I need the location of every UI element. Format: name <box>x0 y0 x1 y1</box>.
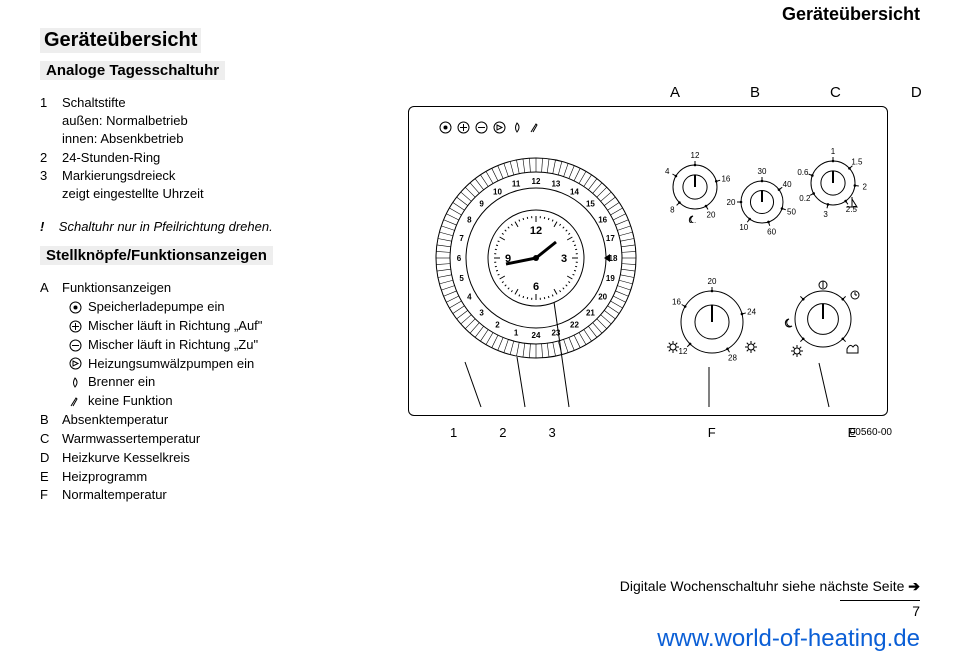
func-item-text: Heizungsumwälzpumpen ein <box>88 355 254 374</box>
diagram-top-labels: A B C D <box>670 84 922 101</box>
label-row: E Heizprogramm <box>40 468 370 487</box>
label-row: F Normaltemperatur <box>40 486 370 505</box>
func-item: Heizungsumwälzpumpen ein <box>68 355 370 374</box>
top-label: D <box>911 84 922 101</box>
minus-icon <box>68 338 82 352</box>
top-label: A <box>670 84 680 101</box>
left-column: 1 Schaltstifteaußen: Normalbetriebinnen: … <box>40 84 370 505</box>
param-text: außen: Normalbetrieb <box>62 112 188 130</box>
param-num: 1 <box>40 94 54 112</box>
label-row: B Absenktemperatur <box>40 411 370 430</box>
param-num <box>40 185 54 203</box>
label-letter: B <box>40 411 54 430</box>
param-row: zeigt eingestellte Uhrzeit <box>40 185 370 203</box>
footer-note: Digitale Wochenschaltuhr siehe nächste S… <box>620 578 920 595</box>
label-letter: E <box>40 468 54 487</box>
device-panel: 1213141516171819202122232412345678910111… <box>408 106 888 416</box>
label-text: Heizkurve Kesselkreis <box>62 449 190 468</box>
label-row: D Heizkurve Kesselkreis <box>40 449 370 468</box>
param-num: 2 <box>40 149 54 167</box>
func-item: Brenner ein <box>68 373 370 392</box>
param-text: Markierungsdreieck <box>62 167 175 185</box>
label-text: Warmwassertemperatur <box>62 430 200 449</box>
label-text: Normaltemperatur <box>62 486 167 505</box>
label-letter: C <box>40 430 54 449</box>
circ-icon <box>68 357 82 371</box>
func-item: Mischer läuft in Richtung „Zu" <box>68 336 370 355</box>
func-a-label: A <box>40 279 54 298</box>
arrow-icon: ➔ <box>908 578 920 594</box>
stell-header: Stellknöpfe/Funktionsanzeigen <box>40 246 273 265</box>
func-a-row: A Funktionsanzeigen <box>40 279 370 298</box>
func-item: Mischer läuft in Richtung „Auf" <box>68 317 370 336</box>
param-row: außen: Normalbetrieb <box>40 112 370 130</box>
func-item-text: Mischer läuft in Richtung „Zu" <box>88 336 258 355</box>
param-row: 1 Schaltstifte <box>40 94 370 112</box>
callout-label: F <box>708 425 716 440</box>
func-item: Speicherladepumpe ein <box>68 298 370 317</box>
plus-icon <box>68 319 82 333</box>
blank-icon <box>68 395 82 409</box>
diagram-area: A B C D 12131415161718192021222324123456789… <box>390 84 920 474</box>
callout-label: 2 <box>499 425 506 440</box>
content-row: 1 Schaltstifteaußen: Normalbetriebinnen: … <box>40 84 920 505</box>
label-letter: D <box>40 449 54 468</box>
param-list: 1 Schaltstifteaußen: Normalbetriebinnen: … <box>40 94 370 203</box>
param-text: 24-Stunden-Ring <box>62 149 160 167</box>
param-row: innen: Absenkbetrieb <box>40 130 370 148</box>
param-num <box>40 112 54 130</box>
func-item-text: Mischer läuft in Richtung „Auf" <box>88 317 262 336</box>
top-label: C <box>830 84 841 101</box>
functions-block: A Funktionsanzeigen Speicherladepumpe ei… <box>40 279 370 505</box>
warning-text: Schaltuhr nur in Pfeilrichtung drehen. <box>59 219 273 234</box>
page: Geräteübersicht Geräteübersicht Analoge … <box>0 0 960 659</box>
callout-label: 3 <box>548 425 555 440</box>
footer-url: www.world-of-heating.de <box>657 625 920 653</box>
page-number: 7 <box>840 600 920 619</box>
label-row: C Warmwassertemperatur <box>40 430 370 449</box>
header-right: Geräteübersicht <box>782 4 920 25</box>
pump-icon <box>68 300 82 314</box>
param-row: 2 24-Stunden-Ring <box>40 149 370 167</box>
param-num <box>40 130 54 148</box>
label-text: Absenktemperatur <box>62 411 168 430</box>
func-item-text: keine Funktion <box>88 392 173 411</box>
footer-note-text: Digitale Wochenschaltuhr siehe nächste S… <box>620 578 905 594</box>
warning-excl: ! <box>40 219 44 234</box>
top-label: B <box>750 84 760 101</box>
func-item: keine Funktion <box>68 392 370 411</box>
param-text: Schaltstifte <box>62 94 126 112</box>
header-left: Geräteübersicht <box>40 28 201 53</box>
warning-line: ! Schaltuhr nur in Pfeilrichtung drehen. <box>40 219 370 234</box>
subheader: Analoge Tagesschaltuhr <box>40 61 225 80</box>
func-a-title: Funktionsanzeigen <box>62 279 171 298</box>
leader-lines <box>409 107 889 417</box>
param-text: innen: Absenkbetrieb <box>62 130 183 148</box>
func-item-text: Speicherladepumpe ein <box>88 298 225 317</box>
callout-row: 123FE <box>450 425 856 440</box>
func-item-text: Brenner ein <box>88 373 155 392</box>
part-number: 00560-00 <box>850 427 892 438</box>
param-text: zeigt eingestellte Uhrzeit <box>62 185 204 203</box>
param-num: 3 <box>40 167 54 185</box>
callout-label: 1 <box>450 425 457 440</box>
param-row: 3 Markierungsdreieck <box>40 167 370 185</box>
flame-icon <box>68 376 82 390</box>
label-text: Heizprogramm <box>62 468 147 487</box>
label-letter: F <box>40 486 54 505</box>
